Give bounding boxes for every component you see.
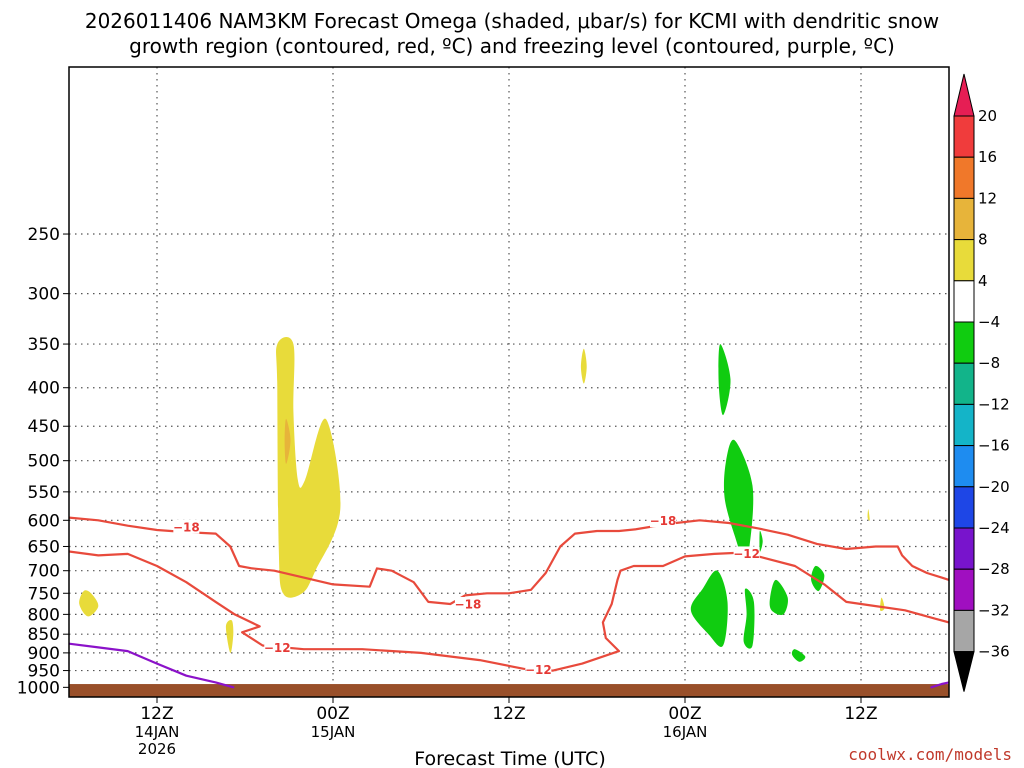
downward-motion-col-5 xyxy=(769,579,788,616)
ytick-label-800: 800 xyxy=(28,605,60,625)
freezing-level-0c xyxy=(69,642,235,689)
colorbar-bin-7 xyxy=(953,403,975,447)
ytick-label-700: 700 xyxy=(28,562,60,582)
colorbar-bin-6 xyxy=(953,362,975,405)
temperature-contours xyxy=(69,516,949,689)
contour-labels: −18 −18 −18 −12 −12 −12 xyxy=(173,513,760,677)
downward-motion-col-1 xyxy=(718,344,731,416)
omega-colorbar: 20 16 12 8 4 −4 −8 −12 −16 −20 −24 −28 −32 −36 xyxy=(953,73,1010,692)
ytick-label-350: 350 xyxy=(28,335,60,355)
ytick-label-450: 450 xyxy=(28,417,60,437)
colorbar-tick-11: −28 xyxy=(978,560,1010,578)
xtick-year-0: 2026 xyxy=(138,740,176,758)
y-axis-ticks: 2503003504004505005506006507007508008509… xyxy=(17,225,69,698)
ytick-label-250: 250 xyxy=(28,225,60,245)
colorbar-bin-11 xyxy=(953,568,975,611)
chart-title-line-1: 2026011406 NAM3KM Forecast Omega (shaded… xyxy=(85,9,939,33)
dgz-isotherm-minus-18-label-2: −18 xyxy=(650,514,677,528)
dgz-isotherm-minus-18 xyxy=(69,516,949,606)
terrain-band xyxy=(69,684,949,697)
freezing-level-0c-right xyxy=(930,681,949,689)
xtick-label-0: 12Z xyxy=(140,704,173,724)
downward-motion-col-8 xyxy=(759,530,763,552)
dgz-isotherm-minus-12 xyxy=(69,550,949,672)
ytick-label-950: 950 xyxy=(28,662,60,682)
colorbar-bin-3 xyxy=(953,239,975,282)
xtick-label-1: 00Z xyxy=(316,704,349,724)
ytick-label-750: 750 xyxy=(28,584,60,604)
ytick-label-500: 500 xyxy=(28,452,60,472)
dgz-isotherm-minus-18-label-1: −18 xyxy=(455,597,482,611)
dgz-isotherm-minus-12-label-bg-1 xyxy=(525,662,552,677)
colorbar-bin-10 xyxy=(953,527,975,570)
terrain xyxy=(69,684,949,697)
colorbar-bin-4 xyxy=(953,280,975,323)
ytick-label-400: 400 xyxy=(28,379,60,399)
dgz-isotherm-minus-12-label-1: −12 xyxy=(525,663,552,677)
dgz-isotherm-minus-18-label-bg-2 xyxy=(650,513,676,528)
upward-motion-col-5 xyxy=(580,348,587,384)
ytick-label-1000: 1000 xyxy=(17,678,60,698)
upward-motion-col-4 xyxy=(284,418,291,464)
ytick-label-600: 600 xyxy=(28,511,60,531)
colorbar-tick-12: −32 xyxy=(978,601,1010,619)
colorbar-tick-8: −16 xyxy=(978,437,1010,455)
colorbar-tick-3: 8 xyxy=(978,231,988,249)
colorbar-tick-13: −36 xyxy=(978,643,1010,661)
xtick-label-2: 12Z xyxy=(492,704,525,724)
upward-motion-col-3 xyxy=(276,337,341,598)
upward-motion-col-6 xyxy=(867,509,870,521)
colorbar-bin-0 xyxy=(953,115,975,158)
ytick-label-650: 650 xyxy=(28,537,60,557)
upward-motion-col-2 xyxy=(225,620,234,653)
colorbar-bin-1 xyxy=(953,156,975,199)
colorbar-tick-7: −12 xyxy=(978,395,1010,413)
dgz-isotherm-minus-12-label-bg-0 xyxy=(264,640,291,655)
downward-motion-col-3 xyxy=(690,570,728,647)
colorbar-tick-4: 4 xyxy=(978,272,988,290)
dgz-isotherm-minus-18-label-bg-0 xyxy=(173,519,200,534)
downward-motion-col-7 xyxy=(791,649,806,662)
colorbar-bin-5 xyxy=(953,321,975,364)
colorbar-bin-2 xyxy=(953,197,975,241)
dgz-isotherm-minus-18-label-bg-1 xyxy=(454,596,481,611)
downward-motion-col-2 xyxy=(723,439,754,560)
colorbar-bin-9 xyxy=(953,486,975,529)
colorbar-tick-5: −4 xyxy=(978,313,1000,331)
site-credit: coolwx.com/models xyxy=(848,745,1012,764)
colorbar-bin-8 xyxy=(953,445,975,488)
downward-motion-col-6 xyxy=(811,565,825,592)
colorbar-tick-0: 20 xyxy=(978,107,997,125)
dgz-isotherm-minus-12-label-0: −12 xyxy=(264,641,291,655)
chart-title-line-2: growth region (contoured, red, ºC) and f… xyxy=(129,34,895,58)
dgz-isotherm-minus-12-label-2: −12 xyxy=(733,547,760,561)
colorbar-bin-12 xyxy=(953,609,975,653)
xtick-label-4: 12Z xyxy=(844,704,877,724)
colorbar-tick-10: −24 xyxy=(978,519,1010,537)
ytick-label-850: 850 xyxy=(28,625,60,645)
ytick-label-550: 550 xyxy=(28,483,60,503)
dgz-isotherm-minus-18-label-0: −18 xyxy=(173,520,200,534)
x-axis-label: Forecast Time (UTC) xyxy=(414,748,605,768)
dgz-isotherm-minus-12-label-bg-2 xyxy=(733,546,760,561)
xtick-date-0: 14JAN xyxy=(135,723,180,741)
colorbar-tick-9: −20 xyxy=(978,478,1010,496)
xtick-date-3: 16JAN xyxy=(663,723,708,741)
ytick-label-900: 900 xyxy=(28,644,60,664)
colorbar-tick-1: 16 xyxy=(978,148,997,166)
upward-motion-col-1 xyxy=(79,590,99,617)
downward-motion-col-4 xyxy=(743,588,755,649)
ytick-label-300: 300 xyxy=(28,285,60,305)
xtick-label-3: 00Z xyxy=(668,704,701,724)
colorbar-tick-2: 12 xyxy=(978,189,997,207)
omega-shading xyxy=(79,337,885,662)
colorbar-tick-6: −8 xyxy=(978,354,1000,372)
colorbar-bottom-arrow xyxy=(953,651,975,692)
xtick-date-1: 15JAN xyxy=(311,723,356,741)
